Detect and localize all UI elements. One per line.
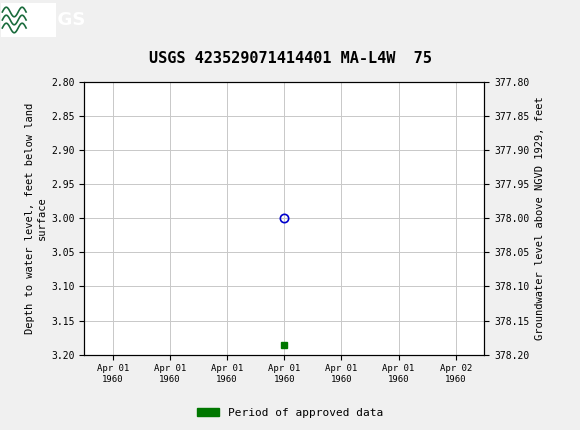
Legend: Period of approved data: Period of approved data <box>193 403 387 422</box>
FancyBboxPatch shape <box>1 3 56 37</box>
Text: USGS 423529071414401 MA-L4W  75: USGS 423529071414401 MA-L4W 75 <box>148 51 432 65</box>
Y-axis label: Depth to water level, feet below land
surface: Depth to water level, feet below land su… <box>25 103 47 334</box>
Y-axis label: Groundwater level above NGVD 1929, feet: Groundwater level above NGVD 1929, feet <box>535 96 545 340</box>
Text: USGS: USGS <box>30 11 85 29</box>
